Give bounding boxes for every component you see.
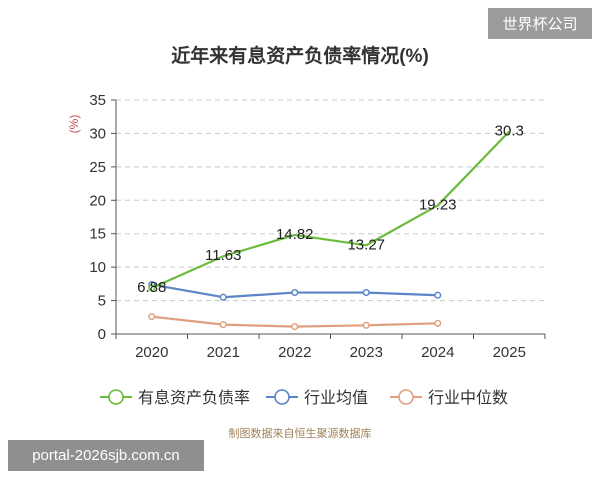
legend-item[interactable]: 行业中位数 bbox=[390, 389, 508, 407]
legend-label: 有息资产负债率 bbox=[138, 389, 250, 407]
legend-swatch-marker bbox=[274, 389, 290, 405]
data-labels: 6.88 11.63 14.82 13.27 19.23 30.3 bbox=[137, 122, 524, 296]
data-label: 6.88 bbox=[137, 279, 166, 296]
series-line bbox=[151, 130, 511, 290]
x-tick-label: 2025 bbox=[493, 344, 526, 361]
watermark-url: portal-2026sjb.com.cn bbox=[8, 440, 204, 471]
legend-label: 行业均值 bbox=[304, 389, 368, 407]
legend-item[interactable]: 行业均值 bbox=[266, 389, 368, 407]
source-note: 制图数据来自恒生聚源数据库 bbox=[229, 426, 372, 440]
x-tick-label: 2023 bbox=[350, 344, 383, 361]
y-tick-label: 15 bbox=[89, 226, 106, 243]
data-point bbox=[148, 284, 156, 292]
x-tick-label: 2020 bbox=[135, 344, 168, 361]
y-axis-unit: (%) bbox=[67, 115, 81, 134]
chart-title: 近年来有息资产负债率情况(%) bbox=[171, 44, 429, 67]
legend-swatch-marker bbox=[108, 389, 124, 405]
data-point bbox=[291, 288, 299, 297]
y-tick-label: 35 bbox=[89, 92, 106, 109]
series-layer bbox=[148, 130, 511, 331]
y-tick-label: 25 bbox=[89, 159, 106, 176]
data-point bbox=[219, 293, 227, 301]
y-tick-label: 30 bbox=[89, 125, 106, 142]
x-tick-label: 2022 bbox=[278, 344, 311, 361]
data-point bbox=[362, 288, 370, 297]
data-point bbox=[434, 291, 442, 299]
legend[interactable]: 有息资产负债率 行业均值 行业中位数 bbox=[100, 389, 508, 407]
y-tick-label: 20 bbox=[89, 192, 106, 209]
data-point bbox=[219, 321, 227, 329]
legend-swatch-marker bbox=[398, 389, 414, 405]
data-point bbox=[148, 313, 156, 321]
data-label: 13.27 bbox=[347, 236, 385, 253]
y-tick-label: 0 bbox=[98, 326, 106, 343]
data-label: 19.23 bbox=[419, 196, 457, 213]
data-label: 30.3 bbox=[495, 122, 524, 139]
data-point bbox=[434, 319, 442, 327]
legend-item[interactable]: 有息资产负债率 bbox=[100, 389, 250, 407]
y-tick-label: 10 bbox=[89, 259, 106, 276]
grid-lines bbox=[116, 99, 545, 302]
data-label: 11.63 bbox=[205, 247, 241, 264]
y-tick-label: 5 bbox=[98, 293, 106, 310]
data-point bbox=[362, 321, 370, 329]
x-tick-label: 2021 bbox=[207, 344, 240, 361]
data-point bbox=[291, 323, 299, 331]
legend-label: 行业中位数 bbox=[428, 389, 508, 407]
data-label: 14.82 bbox=[276, 226, 314, 243]
x-tick-label: 2024 bbox=[421, 344, 454, 361]
brand-badge: 世界杯公司 bbox=[488, 8, 592, 39]
